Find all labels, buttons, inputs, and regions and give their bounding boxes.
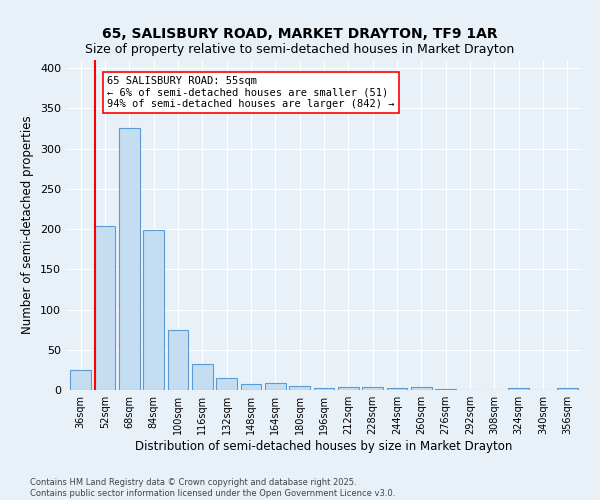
Bar [95, 226, 115, 390]
Bar [557, 388, 578, 390]
Bar [338, 387, 359, 390]
Bar [508, 388, 529, 390]
Bar [289, 386, 310, 390]
Bar [314, 388, 334, 390]
Bar [192, 364, 212, 390]
Bar [143, 230, 164, 390]
Bar [70, 370, 91, 390]
Text: Size of property relative to semi-detached houses in Market Drayton: Size of property relative to semi-detach… [85, 42, 515, 56]
Bar [265, 383, 286, 390]
Bar [241, 384, 262, 390]
Y-axis label: Number of semi-detached properties: Number of semi-detached properties [22, 116, 34, 334]
Text: 65, SALISBURY ROAD, MARKET DRAYTON, TF9 1AR: 65, SALISBURY ROAD, MARKET DRAYTON, TF9 … [102, 28, 498, 42]
Bar [362, 387, 383, 390]
Bar [119, 128, 140, 390]
Text: 65 SALISBURY ROAD: 55sqm
← 6% of semi-detached houses are smaller (51)
94% of se: 65 SALISBURY ROAD: 55sqm ← 6% of semi-de… [107, 76, 395, 110]
Bar [386, 388, 407, 390]
Text: Contains HM Land Registry data © Crown copyright and database right 2025.
Contai: Contains HM Land Registry data © Crown c… [30, 478, 395, 498]
Bar [436, 389, 456, 390]
Bar [167, 330, 188, 390]
X-axis label: Distribution of semi-detached houses by size in Market Drayton: Distribution of semi-detached houses by … [136, 440, 512, 453]
Bar [216, 378, 237, 390]
Bar [411, 387, 432, 390]
